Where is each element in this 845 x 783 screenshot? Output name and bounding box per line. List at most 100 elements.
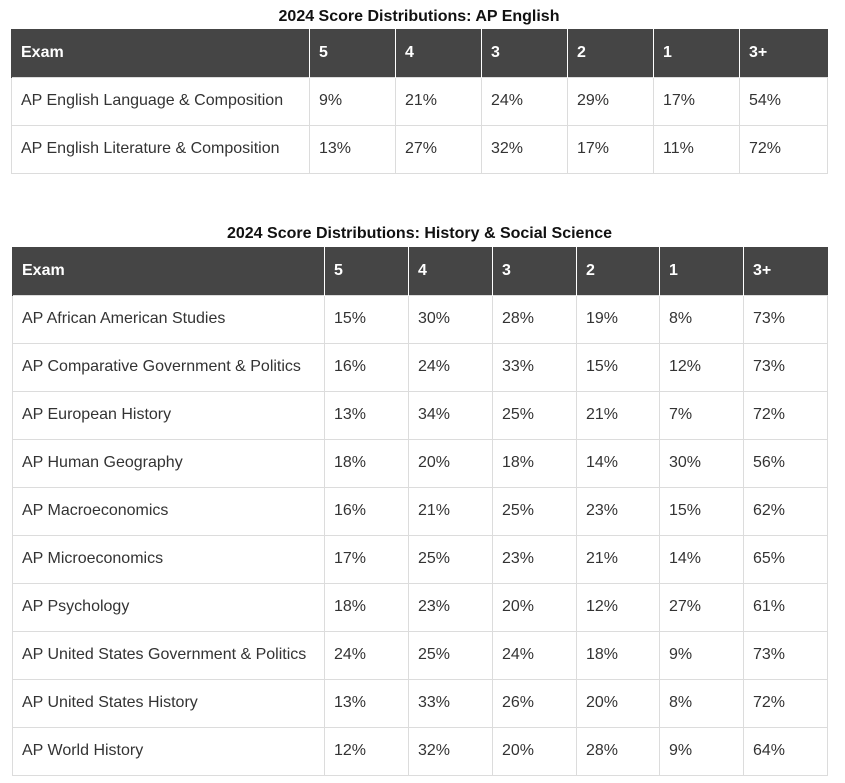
column-header-score-5: 5 bbox=[324, 247, 409, 295]
score-2-cell: 19% bbox=[576, 294, 660, 344]
score-3-plus-cell: 72% bbox=[743, 390, 828, 440]
column-header-score-4: 4 bbox=[408, 247, 493, 295]
english-table-body: AP English Language & Composition 9% 21% 24… bbox=[11, 76, 828, 174]
exam-name-cell: AP United States History bbox=[12, 678, 325, 728]
score-5-cell: 18% bbox=[324, 438, 409, 488]
score-3-plus-cell: 61% bbox=[743, 582, 828, 632]
column-header-exam: Exam bbox=[11, 29, 310, 77]
score-2-cell: 29% bbox=[567, 76, 654, 126]
exam-name-cell: AP African American Studies bbox=[12, 294, 325, 344]
score-1-cell: 15% bbox=[659, 486, 744, 536]
english-score-section: 2024 Score Distributions: AP English Exa… bbox=[11, 8, 828, 174]
score-2-cell: 14% bbox=[576, 438, 660, 488]
column-header-score-4: 4 bbox=[395, 29, 482, 77]
score-5-cell: 16% bbox=[324, 342, 409, 392]
score-3-plus-cell: 73% bbox=[743, 342, 828, 392]
score-5-cell: 18% bbox=[324, 582, 409, 632]
table-header-row: Exam 5 4 3 2 1 3+ bbox=[11, 29, 828, 77]
exam-name-cell: AP European History bbox=[12, 390, 325, 440]
score-2-cell: 21% bbox=[576, 534, 660, 584]
score-2-cell: 20% bbox=[576, 678, 660, 728]
score-3-plus-cell: 72% bbox=[739, 124, 828, 174]
score-3-plus-cell: 73% bbox=[743, 294, 828, 344]
score-2-cell: 17% bbox=[567, 124, 654, 174]
column-header-score-2: 2 bbox=[576, 247, 660, 295]
score-1-cell: 9% bbox=[659, 630, 744, 680]
score-3-plus-cell: 62% bbox=[743, 486, 828, 536]
score-1-cell: 27% bbox=[659, 582, 744, 632]
score-5-cell: 13% bbox=[324, 390, 409, 440]
score-4-cell: 25% bbox=[408, 534, 493, 584]
history-table-body: AP African American Studies 15% 30% 28% 19% 8… bbox=[12, 294, 828, 776]
table-caption: 2024 Score Distributions: AP English bbox=[278, 8, 560, 25]
score-5-cell: 17% bbox=[324, 534, 409, 584]
table-row: AP Microeconomics 17% 25% 23% 21% 14% 65% bbox=[12, 534, 828, 584]
score-4-cell: 25% bbox=[408, 630, 493, 680]
score-3-cell: 28% bbox=[492, 294, 577, 344]
history-score-table: Exam 5 4 3 2 1 3+ AP African American St… bbox=[12, 247, 828, 776]
score-2-cell: 12% bbox=[576, 582, 660, 632]
column-header-score-1: 1 bbox=[653, 29, 740, 77]
score-1-cell: 30% bbox=[659, 438, 744, 488]
score-3-cell: 23% bbox=[492, 534, 577, 584]
column-header-exam: Exam bbox=[12, 247, 325, 295]
score-2-cell: 15% bbox=[576, 342, 660, 392]
score-5-cell: 15% bbox=[324, 294, 409, 344]
table-caption: 2024 Score Distributions: History & Soci… bbox=[226, 225, 613, 242]
score-3-cell: 18% bbox=[492, 438, 577, 488]
table-header-row: Exam 5 4 3 2 1 3+ bbox=[12, 247, 828, 295]
score-4-cell: 34% bbox=[408, 390, 493, 440]
score-5-cell: 13% bbox=[309, 124, 396, 174]
exam-name-cell: AP United States Government & Politics bbox=[12, 630, 325, 680]
column-header-score-5: 5 bbox=[309, 29, 396, 77]
score-1-cell: 14% bbox=[659, 534, 744, 584]
score-5-cell: 16% bbox=[324, 486, 409, 536]
table-row: AP African American Studies 15% 30% 28% 19% 8… bbox=[12, 294, 828, 344]
score-3-plus-cell: 56% bbox=[743, 438, 828, 488]
score-4-cell: 21% bbox=[408, 486, 493, 536]
score-2-cell: 18% bbox=[576, 630, 660, 680]
exam-name-cell: AP Comparative Government & Politics bbox=[12, 342, 325, 392]
score-5-cell: 13% bbox=[324, 678, 409, 728]
score-1-cell: 8% bbox=[659, 294, 744, 344]
score-3-plus-cell: 65% bbox=[743, 534, 828, 584]
score-3-cell: 24% bbox=[492, 630, 577, 680]
score-3-cell: 25% bbox=[492, 486, 577, 536]
score-3-cell: 20% bbox=[492, 726, 577, 776]
table-row: AP Human Geography 18% 20% 18% 14% 30% 56% bbox=[12, 438, 828, 488]
table-row: AP Comparative Government & Politics 16% 2… bbox=[12, 342, 828, 392]
score-3-cell: 26% bbox=[492, 678, 577, 728]
score-2-cell: 23% bbox=[576, 486, 660, 536]
exam-name-cell: AP Human Geography bbox=[12, 438, 325, 488]
exam-name-cell: AP World History bbox=[12, 726, 325, 776]
score-4-cell: 21% bbox=[395, 76, 482, 126]
score-1-cell: 17% bbox=[653, 76, 740, 126]
exam-name-cell: AP English Literature & Composition bbox=[11, 124, 310, 174]
column-header-score-1: 1 bbox=[659, 247, 744, 295]
table-row: AP English Literature & Composition 13% 27… bbox=[11, 124, 828, 174]
table-row: AP United States History 13% 33% 26% 20% 8% 72… bbox=[12, 678, 828, 728]
score-3-plus-cell: 73% bbox=[743, 630, 828, 680]
score-4-cell: 24% bbox=[408, 342, 493, 392]
exam-name-cell: AP Microeconomics bbox=[12, 534, 325, 584]
score-1-cell: 9% bbox=[659, 726, 744, 776]
score-3-cell: 25% bbox=[492, 390, 577, 440]
table-row: AP World History 12% 32% 20% 28% 9% 64% bbox=[12, 726, 828, 776]
exam-name-cell: AP English Language & Composition bbox=[11, 76, 310, 126]
score-1-cell: 11% bbox=[653, 124, 740, 174]
history-score-section: 2024 Score Distributions: History & Soci… bbox=[12, 225, 828, 776]
score-3-plus-cell: 64% bbox=[743, 726, 828, 776]
exam-name-cell: AP Psychology bbox=[12, 582, 325, 632]
table-row: AP European History 13% 34% 25% 21% 7% 72% bbox=[12, 390, 828, 440]
table-row: AP United States Government & Politics 24… bbox=[12, 630, 828, 680]
score-5-cell: 24% bbox=[324, 630, 409, 680]
score-4-cell: 27% bbox=[395, 124, 482, 174]
score-5-cell: 9% bbox=[309, 76, 396, 126]
column-header-score-2: 2 bbox=[567, 29, 654, 77]
score-2-cell: 28% bbox=[576, 726, 660, 776]
score-3-cell: 20% bbox=[492, 582, 577, 632]
exam-name-cell: AP Macroeconomics bbox=[12, 486, 325, 536]
score-4-cell: 23% bbox=[408, 582, 493, 632]
english-score-table: Exam 5 4 3 2 1 3+ AP English Language & … bbox=[11, 29, 828, 174]
column-header-score-3-plus: 3+ bbox=[739, 29, 828, 77]
